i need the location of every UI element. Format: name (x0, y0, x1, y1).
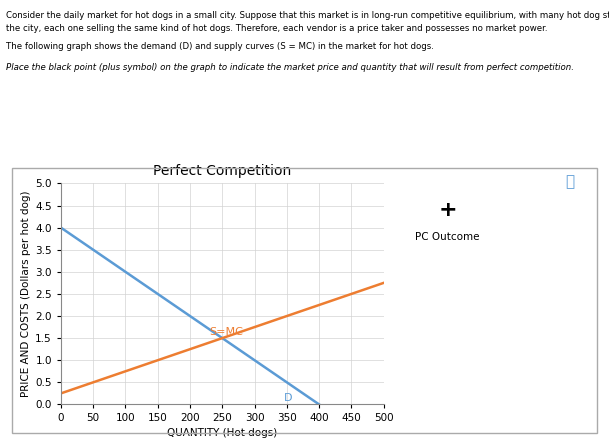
Text: S=MC: S=MC (209, 327, 243, 337)
Y-axis label: PRICE AND COSTS (Dollars per hot dog): PRICE AND COSTS (Dollars per hot dog) (21, 191, 31, 397)
X-axis label: QUANTITY (Hot dogs): QUANTITY (Hot dogs) (167, 427, 278, 438)
Text: the city, each one selling the same kind of hot dogs. Therefore, each vendor is : the city, each one selling the same kind… (6, 24, 547, 33)
Text: ⓘ: ⓘ (565, 175, 574, 190)
Text: +: + (438, 200, 457, 220)
Text: D: D (284, 393, 292, 403)
Text: Consider the daily market for hot dogs in a small city. Suppose that this market: Consider the daily market for hot dogs i… (6, 11, 609, 20)
Text: PC Outcome: PC Outcome (415, 232, 480, 242)
Title: Perfect Competition: Perfect Competition (153, 164, 292, 178)
Text: The following graph shows the demand (D) and supply curves (S = MC) in the marke: The following graph shows the demand (D)… (6, 42, 434, 51)
Text: Place the black point (plus symbol) on the graph to indicate the market price an: Place the black point (plus symbol) on t… (6, 63, 574, 72)
